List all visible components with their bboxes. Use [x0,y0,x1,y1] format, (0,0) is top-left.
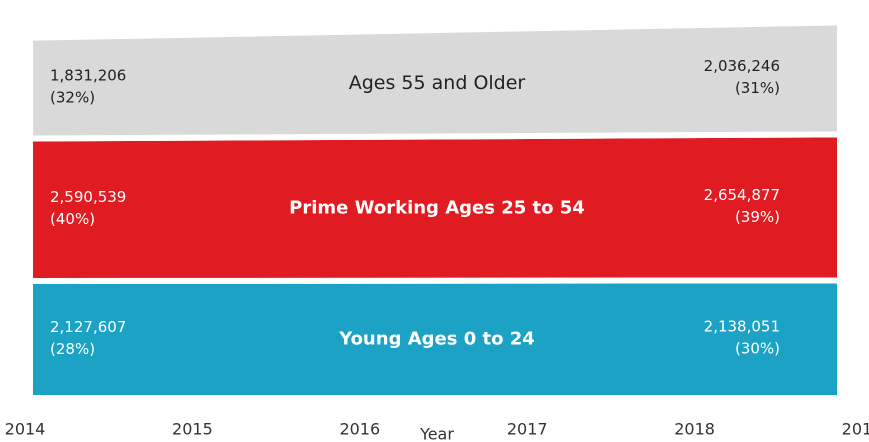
x-tick-label: 2014 [5,420,46,439]
x-axis-label: Year [419,425,454,442]
x-tick-label: 2019 [842,420,869,439]
series-name: Young Ages 0 to 24 [338,328,535,349]
share-label: (30%) [735,340,780,358]
value-label: 2,127,607 [50,318,126,336]
x-tick-label: 2015 [172,420,213,439]
value-label: 2,138,051 [704,318,780,336]
x-tick-label: 2017 [507,420,548,439]
value-label: 2,590,539 [50,188,126,206]
x-tick-label: 2018 [674,420,715,439]
value-label: 1,831,206 [50,67,126,85]
share-label: (31%) [735,79,780,97]
series-name: Ages 55 and Older [349,72,526,94]
area-band [27,19,843,142]
share-label: (32%) [50,89,95,107]
share-label: (39%) [735,208,780,226]
value-label: 2,036,246 [704,57,780,75]
share-label: (40%) [50,210,95,228]
x-tick-label: 2016 [339,420,380,439]
series-name: Prime Working Ages 25 to 54 [289,198,585,219]
value-label: 2,654,877 [704,186,780,204]
share-label: (28%) [50,340,95,358]
